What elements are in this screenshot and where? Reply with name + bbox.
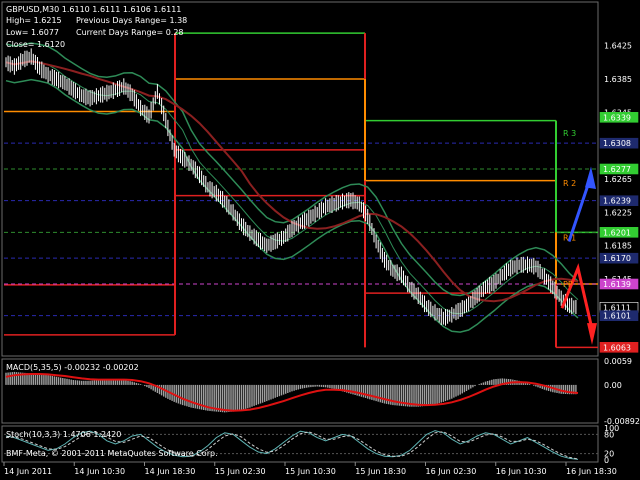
price-tag-label: 1.6201 <box>603 228 631 237</box>
time-label: 16 Jun 18:30 <box>566 467 617 476</box>
pivot-levels <box>4 32 598 349</box>
price-tag-box <box>599 227 639 238</box>
macd-tick-label: 0.0059 <box>604 357 632 366</box>
prev-range: Previous Days Range= 1.38 <box>76 16 187 25</box>
price-tag-box <box>599 195 639 206</box>
macd-indicator: 0.0059 0.00 -0.00892 <box>5 357 640 426</box>
close-line: Close= 1.6120 <box>6 40 65 49</box>
price-tick-label: 1.6425 <box>604 42 632 51</box>
price-tag-label: 1.6063 <box>603 343 631 352</box>
price-tick-label: 1.6225 <box>604 208 632 217</box>
price-tag-box <box>599 252 639 264</box>
macd-title: MACD(5,35,5) -0.00232 -0.00202 <box>6 363 139 372</box>
lower-band <box>5 78 579 333</box>
price-tag-label: 1.6308 <box>603 139 631 148</box>
price-tag-box <box>599 163 639 175</box>
price-tick-label: 1.6185 <box>604 242 632 251</box>
price-tag-box <box>599 341 639 353</box>
price-axis: 1.64251.63851.63451.63051.62651.62251.61… <box>604 42 632 318</box>
price-tag-box <box>599 137 639 149</box>
stoch-tick-label: 100 <box>604 424 619 433</box>
price-tag-label: 1.6239 <box>603 197 631 206</box>
price-tag-label: 1.6277 <box>603 165 631 174</box>
price-tags: 1.6339 1.6308 1.6277 1.6239 1.6201 1.6170 1.61… <box>599 112 639 353</box>
time-axis: 14 Jun 2011 14 Jun 10:30 14 Jun 18:30 15 Ju… <box>3 462 617 476</box>
macd-tick-label: 0.00 <box>604 381 622 390</box>
price-tag-box <box>599 310 639 322</box>
price-tag-label: 1.6101 <box>603 312 631 321</box>
level-tag: R 3 <box>563 129 576 138</box>
forecast-down-arrow <box>560 263 594 330</box>
price-tag-label: 1.6139 <box>603 280 631 289</box>
high-line: High= 1.6215 <box>6 16 62 25</box>
main-panel-frame <box>1 1 599 357</box>
copyright: BMF-Meta, © 2001-2011 MetaQuotes Softwar… <box>6 449 218 458</box>
stoch-line <box>5 431 579 460</box>
macd-panel-frame <box>1 358 599 424</box>
price-tag-label: 1.6111 <box>603 303 631 312</box>
forecast-up-arrow <box>567 178 592 242</box>
level-tag: R 2 <box>563 179 576 188</box>
middle-band <box>5 60 579 315</box>
macd-signal-line <box>5 373 579 412</box>
price-tag-box <box>599 112 639 123</box>
stoch-title: Stoch(10,3,3) 1.4706 1.2420 <box>6 430 121 439</box>
time-label: 15 Jun 18:30 <box>355 467 406 476</box>
upper-band <box>5 42 579 297</box>
time-label: 15 Jun 10:30 <box>285 467 336 476</box>
level-tag: PP <box>563 280 573 289</box>
price-candles <box>5 48 577 326</box>
level-tags: R 3 R 2 R 1 PP <box>563 129 576 289</box>
time-label: 16 Jun 02:30 <box>426 467 477 476</box>
stoch-tick-label: 20 <box>604 450 614 459</box>
price-tag-label: 1.6339 <box>603 113 631 122</box>
forecast-up-head <box>585 166 596 189</box>
level-tag: R 1 <box>563 233 576 242</box>
cur-range: Current Days Range= 0.28 <box>76 28 184 37</box>
time-label: 16 Jun 10:30 <box>496 467 547 476</box>
forecast-arrows <box>560 166 597 345</box>
price-tag-label: 1.6170 <box>603 254 631 263</box>
bollinger-bands <box>5 42 579 333</box>
macd-tick-label: -0.00892 <box>604 417 640 426</box>
time-label: 14 Jun 2011 <box>4 467 52 476</box>
stoch-panel-frame <box>1 425 599 463</box>
forecast-down-head <box>587 323 597 345</box>
stoch-line <box>5 430 579 460</box>
price-tick-label: 1.6385 <box>604 75 632 84</box>
time-label: 14 Jun 18:30 <box>145 467 196 476</box>
low-line: Low= 1.6077 <box>6 28 59 37</box>
stoch-tick-label: 80 <box>604 430 614 439</box>
time-label: 14 Jun 10:30 <box>74 467 125 476</box>
price-tag-box <box>599 278 639 290</box>
price-tick-label: 1.6265 <box>604 175 632 184</box>
stoch-tick-label: 0 <box>604 456 609 465</box>
time-label: 15 Jun 02:30 <box>215 467 266 476</box>
symbol-line: GBPUSD,M30 1.6110 1.6111 1.6106 1.6111 <box>6 5 181 14</box>
